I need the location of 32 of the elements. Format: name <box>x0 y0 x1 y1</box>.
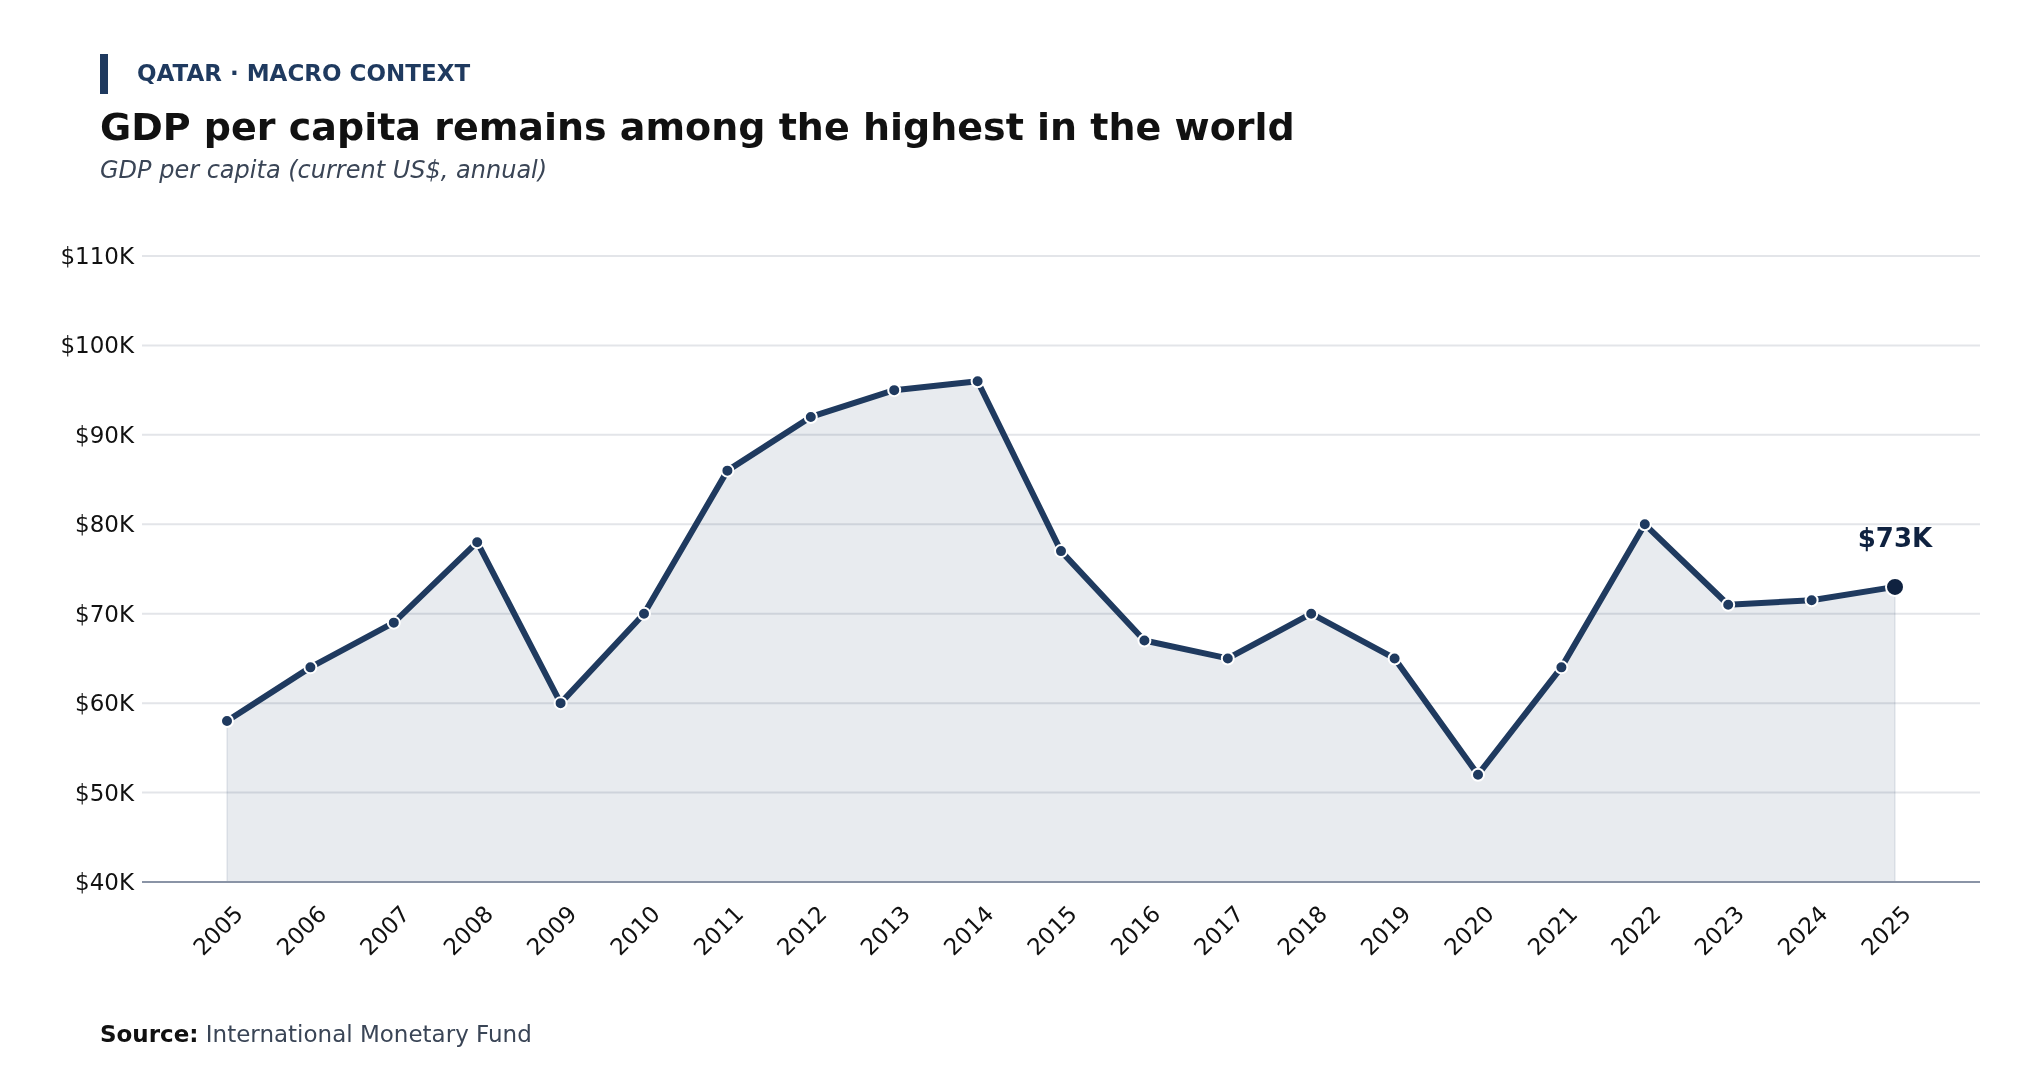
annotation: $73K <box>1857 522 1934 553</box>
chart-title: GDP per capita remains among the highest in the world <box>100 105 1295 149</box>
point <box>1054 544 1068 559</box>
point <box>1721 597 1736 612</box>
y-tick-label: $40K <box>75 869 135 896</box>
point <box>1387 651 1402 666</box>
y-tick-label: $110K <box>60 243 135 270</box>
point <box>887 383 902 398</box>
point <box>303 660 318 675</box>
point <box>970 374 985 389</box>
point <box>1804 593 1819 608</box>
y-tick-label: $100K <box>60 332 135 359</box>
point <box>1220 651 1235 666</box>
point <box>386 615 401 630</box>
point <box>720 463 735 478</box>
text: QATAR · MACRO CONTEXT <box>137 60 471 86</box>
point <box>1471 767 1485 782</box>
point <box>1304 606 1319 621</box>
source-note: Source: International Monetary Fund <box>100 1021 532 1047</box>
y-tick-label: $80K <box>75 511 135 538</box>
point <box>1637 517 1652 532</box>
point <box>1554 660 1569 675</box>
point <box>553 696 568 711</box>
point <box>220 714 234 729</box>
point <box>1137 633 1152 648</box>
chart-subtitle: GDP per capita (current US$, annual) <box>100 156 548 184</box>
y-tick-label: $50K <box>75 779 135 806</box>
y-tick-label: $70K <box>75 600 135 627</box>
point <box>637 606 651 621</box>
y-tick-label: $90K <box>75 421 135 448</box>
y-tick-label: $60K <box>75 690 135 717</box>
point <box>470 535 485 550</box>
